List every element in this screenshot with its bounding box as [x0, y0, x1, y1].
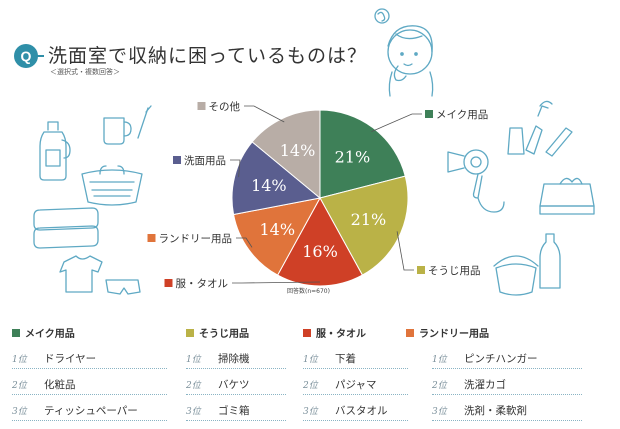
slice-legend-swatch [425, 110, 433, 118]
slice-category-label: メイク用品 [436, 109, 488, 121]
slice-percent-label: 21% [335, 147, 371, 166]
slice-category-label: その他 [209, 100, 241, 113]
chart-note: 回答数(n=670) [287, 288, 330, 295]
slice-legend-swatch [417, 266, 425, 274]
leader-line [371, 113, 422, 132]
mug-toothbrush-icon [103, 105, 152, 145]
slice-category-label: 服・タオル [176, 278, 229, 290]
pie-slice [276, 196, 364, 287]
pie-slice [319, 109, 406, 199]
folded-towels-icon [33, 207, 99, 249]
question-badge: Q [14, 44, 38, 68]
pie-slice [231, 141, 322, 216]
tissue-box-icon [539, 177, 595, 215]
slice-percent-label: 14% [280, 141, 316, 160]
pie-slice [319, 175, 409, 276]
detergent-bottle-icon [39, 121, 71, 181]
bucket-bottle-icon [493, 233, 561, 296]
slice-percent-label: 14% [260, 220, 296, 239]
page-subtitle: ＜選択式・複数回答＞ [50, 68, 120, 76]
slice-legend-swatch [173, 156, 181, 164]
slice-legend-swatch [197, 102, 206, 110]
clothes-icon [59, 255, 141, 295]
slice-category-label: ランドリー用品 [159, 233, 233, 245]
leader-line [230, 159, 241, 178]
slice-legend-swatch [164, 279, 173, 287]
leader-line [232, 281, 321, 284]
hair-dryer-icon [447, 149, 505, 213]
slice-category-label: そうじ用品 [428, 265, 481, 277]
worried-person-icon [374, 8, 434, 97]
leader-line [244, 105, 285, 123]
pie-slice [232, 197, 321, 276]
slice-percent-label: 16% [302, 242, 338, 261]
leader-line [396, 231, 414, 271]
slice-category-label: 洗面用品 [184, 155, 226, 167]
slice-legend-swatch [147, 234, 156, 242]
slice-percent-label: 21% [351, 210, 387, 229]
leader-line [236, 237, 253, 248]
slice-percent-label: 14% [251, 176, 287, 195]
question-badge-tail [36, 55, 44, 57]
pie-slice [251, 109, 321, 200]
page-title: 洗面室で収納に困っているものは？ [48, 45, 368, 67]
laundry-basket-icon [81, 165, 143, 206]
cosmetics-icon [507, 100, 573, 157]
